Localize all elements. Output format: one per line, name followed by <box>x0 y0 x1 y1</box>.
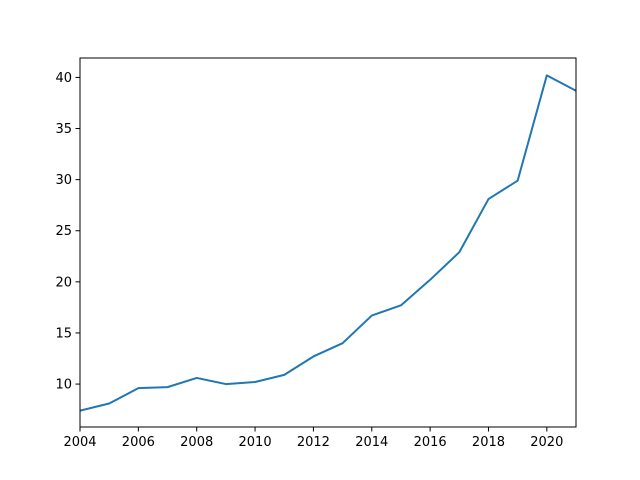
x-tick-label: 2004 <box>63 435 96 450</box>
x-tick-label: 2020 <box>530 435 563 450</box>
x-tick-label: 2016 <box>414 435 447 450</box>
y-tick-label: 35 <box>55 122 72 137</box>
y-tick-label: 10 <box>55 378 72 393</box>
y-axis-ticks: 10 15 20 25 30 35 40 <box>55 71 80 393</box>
y-tick-label: 25 <box>55 224 72 239</box>
y-tick-label: 20 <box>55 275 72 290</box>
y-tick-label: 15 <box>55 326 72 341</box>
series-layer <box>80 74 576 412</box>
x-tick-label: 2014 <box>355 435 388 450</box>
y-tick-label: 40 <box>55 71 72 86</box>
x-tick-label: 2008 <box>180 435 213 450</box>
y-tick-label: 30 <box>55 173 72 188</box>
plot-background <box>80 58 576 427</box>
series-line-0 <box>80 74 576 412</box>
x-tick-label: 2012 <box>297 435 330 450</box>
x-tick-label: 2010 <box>239 435 272 450</box>
x-axis-ticks: 2004 2006 2008 2010 2012 2014 2016 2018 2020 <box>63 427 563 450</box>
x-tick-label: 2018 <box>472 435 505 450</box>
plot-frame <box>79 57 577 428</box>
x-tick-label: 2006 <box>122 435 155 450</box>
